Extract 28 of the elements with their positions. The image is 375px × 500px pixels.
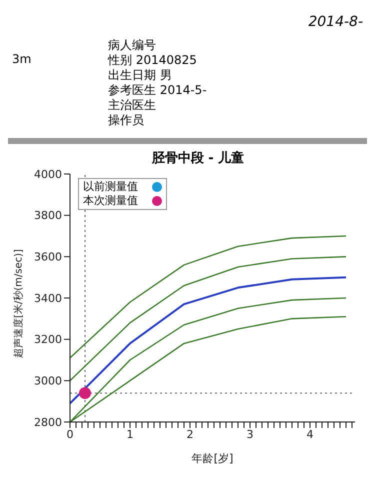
x-tick-label: 2 bbox=[186, 428, 194, 441]
text: 参考医生 2014-5- bbox=[108, 83, 207, 98]
x-tick-label: 3 bbox=[246, 428, 254, 441]
chart-title: 胫骨中段 - 儿童 bbox=[150, 150, 244, 166]
text: 出生日期 男 bbox=[108, 68, 173, 83]
x-tick-label: 1 bbox=[126, 428, 134, 441]
y-tick-label: 3600 bbox=[34, 250, 62, 264]
y-tick-label: 3800 bbox=[34, 209, 62, 222]
text: 操作员 bbox=[108, 113, 145, 128]
y-tick-label: 4000 bbox=[34, 168, 62, 181]
y-tick-label: 3400 bbox=[34, 292, 62, 305]
text: 3m bbox=[12, 52, 32, 66]
y-tick-label: 3000 bbox=[34, 374, 62, 388]
x-tick-label: 4 bbox=[306, 428, 314, 441]
line-series bbox=[70, 256, 347, 382]
text: 主治医生 bbox=[108, 98, 157, 113]
legend-label: 本次测量值 bbox=[83, 194, 138, 208]
text: 性别 20140825 bbox=[108, 53, 198, 68]
text: 病人编号 bbox=[108, 38, 157, 53]
line-series bbox=[70, 235, 347, 359]
y-axis-title: 超声速度[米/秒(m/sec)] bbox=[12, 248, 25, 358]
x-tick-label: 0 bbox=[66, 428, 74, 441]
y-tick-label: 2800 bbox=[34, 416, 62, 429]
legend-label: 以前测量值 bbox=[83, 180, 138, 194]
x-axis-title: 年龄[岁] bbox=[192, 452, 234, 465]
y-tick-label: 3200 bbox=[34, 333, 62, 346]
line-series bbox=[70, 276, 347, 404]
text: 2014-8- bbox=[308, 14, 363, 30]
